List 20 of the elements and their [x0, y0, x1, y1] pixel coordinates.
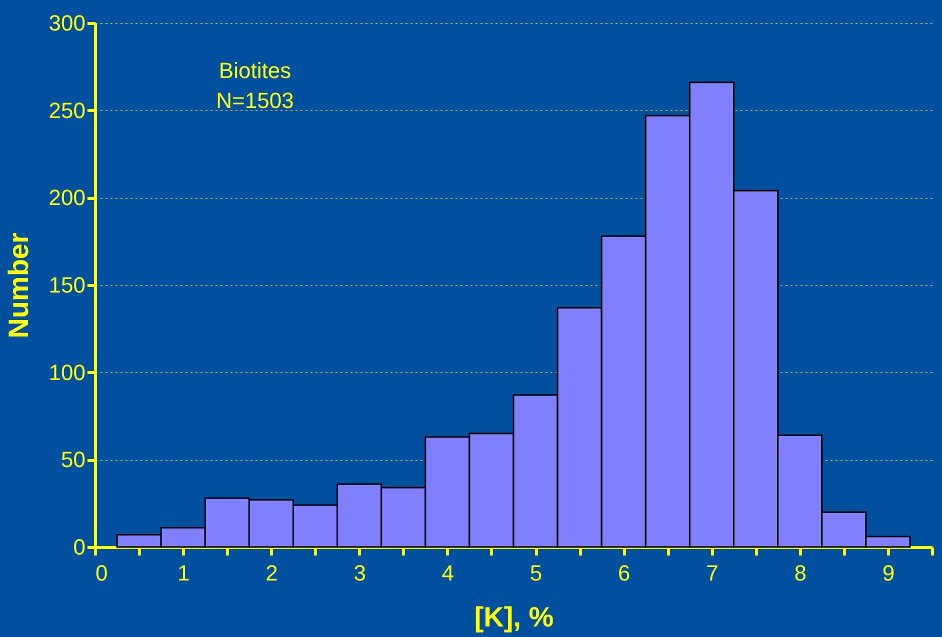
- y-tick-label: 0: [73, 534, 86, 560]
- y-tick-label: 150: [48, 272, 86, 298]
- y-tick-label: 100: [48, 360, 86, 385]
- x-tick-label: 7: [706, 560, 718, 586]
- x-tick-label: 0: [96, 560, 108, 586]
- y-tick-label: 300: [48, 10, 86, 36]
- annotation: Biotites N=1503: [216, 58, 294, 113]
- x-tick-label: 5: [530, 560, 542, 586]
- y-tick-label: 200: [48, 185, 86, 210]
- x-tick-label: 6: [618, 560, 630, 586]
- x-tick-label: 2: [266, 560, 278, 586]
- x-tick-label: 8: [794, 560, 806, 586]
- y-axis-title: Number: [2, 232, 34, 338]
- x-tick-label: 1: [177, 560, 190, 586]
- x-axis-title: [K], %: [474, 602, 554, 632]
- y-tick-label: 50: [61, 447, 86, 472]
- x-tick-label: 4: [442, 560, 454, 586]
- y-tick-label: 250: [48, 98, 86, 123]
- x-tick-label: 3: [354, 560, 366, 586]
- x-tick-label: 9: [882, 560, 895, 586]
